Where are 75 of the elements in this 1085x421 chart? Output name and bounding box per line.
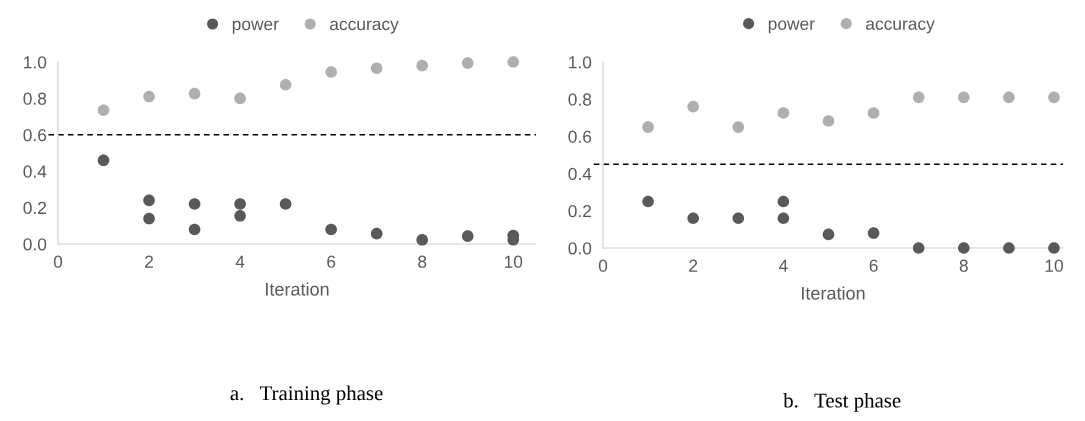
point <box>188 198 201 210</box>
point <box>234 198 246 210</box>
point <box>732 121 745 133</box>
y-tick-label: 0.0 <box>568 242 592 255</box>
x-tick-label: 10 <box>1045 259 1063 272</box>
point <box>1048 242 1060 254</box>
y-tick-label: 0.8 <box>568 93 592 106</box>
legend-label: accuracy <box>866 20 935 34</box>
y-tick-label: 1.0 <box>24 56 47 69</box>
x-tick-label: 4 <box>235 255 245 268</box>
point <box>1048 91 1060 104</box>
x-tick-label: 0 <box>598 259 608 272</box>
y-tick-label: 0.2 <box>568 204 592 218</box>
point <box>1003 91 1015 104</box>
x-tick-label: 4 <box>778 259 788 272</box>
point <box>867 107 880 119</box>
point <box>642 121 654 133</box>
x-tick-label: 8 <box>959 259 968 272</box>
point <box>1003 242 1015 254</box>
x-tick-label: 2 <box>145 255 153 268</box>
x-tick-label: 0 <box>53 255 63 268</box>
text: a. Training phase <box>230 385 383 405</box>
point <box>822 115 835 127</box>
y-tick-label: 0.6 <box>568 130 592 143</box>
point <box>416 59 428 72</box>
point <box>777 195 790 208</box>
legend-label: power <box>768 20 815 34</box>
y-tick-label: 0.2 <box>23 201 47 215</box>
point <box>777 107 790 119</box>
x-tick-label: 10 <box>504 255 523 268</box>
point <box>822 228 835 241</box>
point <box>325 66 337 78</box>
point <box>416 234 428 246</box>
point <box>188 87 201 100</box>
point <box>143 194 155 207</box>
point <box>370 227 383 240</box>
point <box>912 242 925 254</box>
point <box>777 212 790 225</box>
y-tick-label: 0.0 <box>23 238 47 251</box>
point <box>732 212 745 225</box>
point <box>461 57 474 69</box>
point <box>143 212 155 225</box>
y-tick-label: 0.8 <box>23 92 47 105</box>
point <box>188 223 201 236</box>
y-tick-label: 0.6 <box>23 128 47 142</box>
x-tick-label: 6 <box>327 255 336 268</box>
point <box>97 154 110 167</box>
legend-label: power <box>232 20 279 34</box>
text: b. Test phase <box>783 392 901 412</box>
point <box>912 91 925 104</box>
point <box>642 195 654 208</box>
legend-label: accuracy <box>330 20 399 34</box>
point <box>687 212 700 225</box>
x-tick-label: 8 <box>418 255 427 268</box>
point <box>507 56 520 68</box>
point <box>370 62 383 74</box>
point <box>867 227 880 239</box>
point <box>143 90 155 103</box>
y-tick-label: 0.4 <box>23 165 47 178</box>
point <box>687 100 700 113</box>
x-tick-label: 2 <box>689 259 698 272</box>
point <box>234 92 246 105</box>
point <box>279 78 292 91</box>
x-tick-label: 6 <box>869 259 878 272</box>
y-tick-label: 0.4 <box>568 167 592 181</box>
x-axis-title: Iteration <box>802 286 865 300</box>
point <box>325 223 337 236</box>
point <box>234 209 246 222</box>
point <box>957 91 970 104</box>
point <box>97 104 110 117</box>
y-tick-label: 1.0 <box>569 56 592 69</box>
x-axis-title: Iteration <box>266 282 329 296</box>
point <box>279 198 292 210</box>
point <box>461 230 474 242</box>
point <box>957 242 970 254</box>
